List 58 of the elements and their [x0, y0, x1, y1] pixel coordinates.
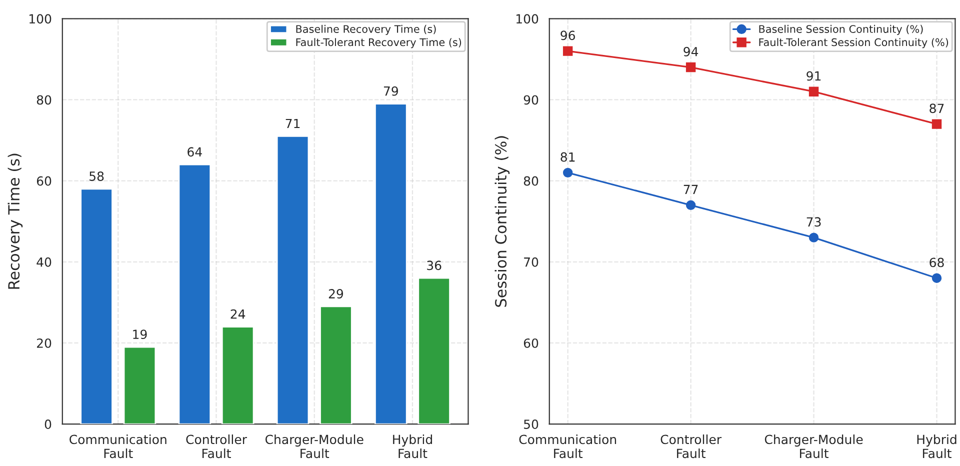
- legend-label: Fault-Tolerant Recovery Time (s): [296, 38, 462, 48]
- bar: [178, 164, 212, 424]
- y-tick-label: 90: [524, 95, 538, 105]
- data-label: 73: [806, 217, 821, 227]
- data-label: 29: [328, 289, 344, 299]
- data-label: 96: [560, 30, 575, 40]
- data-label: 79: [384, 86, 398, 96]
- bar: [123, 346, 156, 424]
- data-label: 68: [930, 258, 944, 268]
- x-tick-label: Hybrid Fault: [393, 434, 432, 458]
- x-tick-label: Charger-Module Fault: [764, 434, 863, 458]
- y-tick-label: 100: [516, 14, 538, 24]
- point: [932, 119, 942, 129]
- y-tick-label: 100: [29, 14, 52, 24]
- legend-label: Baseline Recovery Time (s): [296, 24, 436, 35]
- data-label: 19: [133, 330, 147, 340]
- data-label: 64: [188, 147, 202, 157]
- data-label: 71: [286, 118, 300, 128]
- data-label: 91: [806, 71, 821, 81]
- x-tick-label: Controller Fault: [186, 434, 247, 458]
- point: [562, 46, 573, 56]
- x-tick-label: Communication Fault: [519, 434, 616, 458]
- bar: [374, 103, 408, 424]
- bar: [276, 136, 310, 424]
- x-tick-label: Controller Fault: [660, 434, 722, 458]
- y-tick-label: 20: [36, 338, 52, 348]
- x-tick-label: Communication Fault: [70, 434, 166, 458]
- point: [686, 200, 696, 210]
- data-label: 94: [684, 46, 698, 56]
- x-tick-label: Hybrid Fault: [917, 434, 956, 458]
- point: [808, 86, 819, 96]
- y-tick-label: 80: [524, 176, 538, 186]
- y-tick-label: 80: [36, 95, 52, 105]
- y-tick-label: 40: [36, 257, 52, 267]
- y-tick-label: 50: [524, 420, 538, 429]
- bar: [80, 188, 113, 424]
- point: [562, 168, 573, 178]
- bar: [418, 277, 450, 424]
- point: [932, 273, 942, 283]
- bar: [221, 326, 254, 424]
- legend-label: Baseline Session Continuity (%): [759, 24, 923, 35]
- y-tick-label: 70: [524, 257, 538, 267]
- y-tick-label: 60: [36, 176, 52, 186]
- data-label: 24: [230, 309, 246, 319]
- y-axis-title: Recovery Time (s): [8, 154, 23, 289]
- y-tick-label: 0: [44, 420, 52, 429]
- data-label: 81: [560, 152, 575, 162]
- data-label: 58: [90, 171, 104, 181]
- point: [808, 232, 819, 242]
- legend-label: Fault-Tolerant Session Continuity (%): [759, 38, 948, 48]
- y-tick-label: 60: [524, 338, 538, 348]
- bar: [320, 306, 352, 424]
- y-axis-title: Session Continuity (%): [494, 136, 510, 307]
- point: [686, 62, 696, 72]
- x-tick-label: Charger-Module Fault: [265, 434, 364, 458]
- data-label: 87: [930, 104, 944, 114]
- data-label: 77: [684, 184, 698, 194]
- data-label: 36: [427, 260, 442, 270]
